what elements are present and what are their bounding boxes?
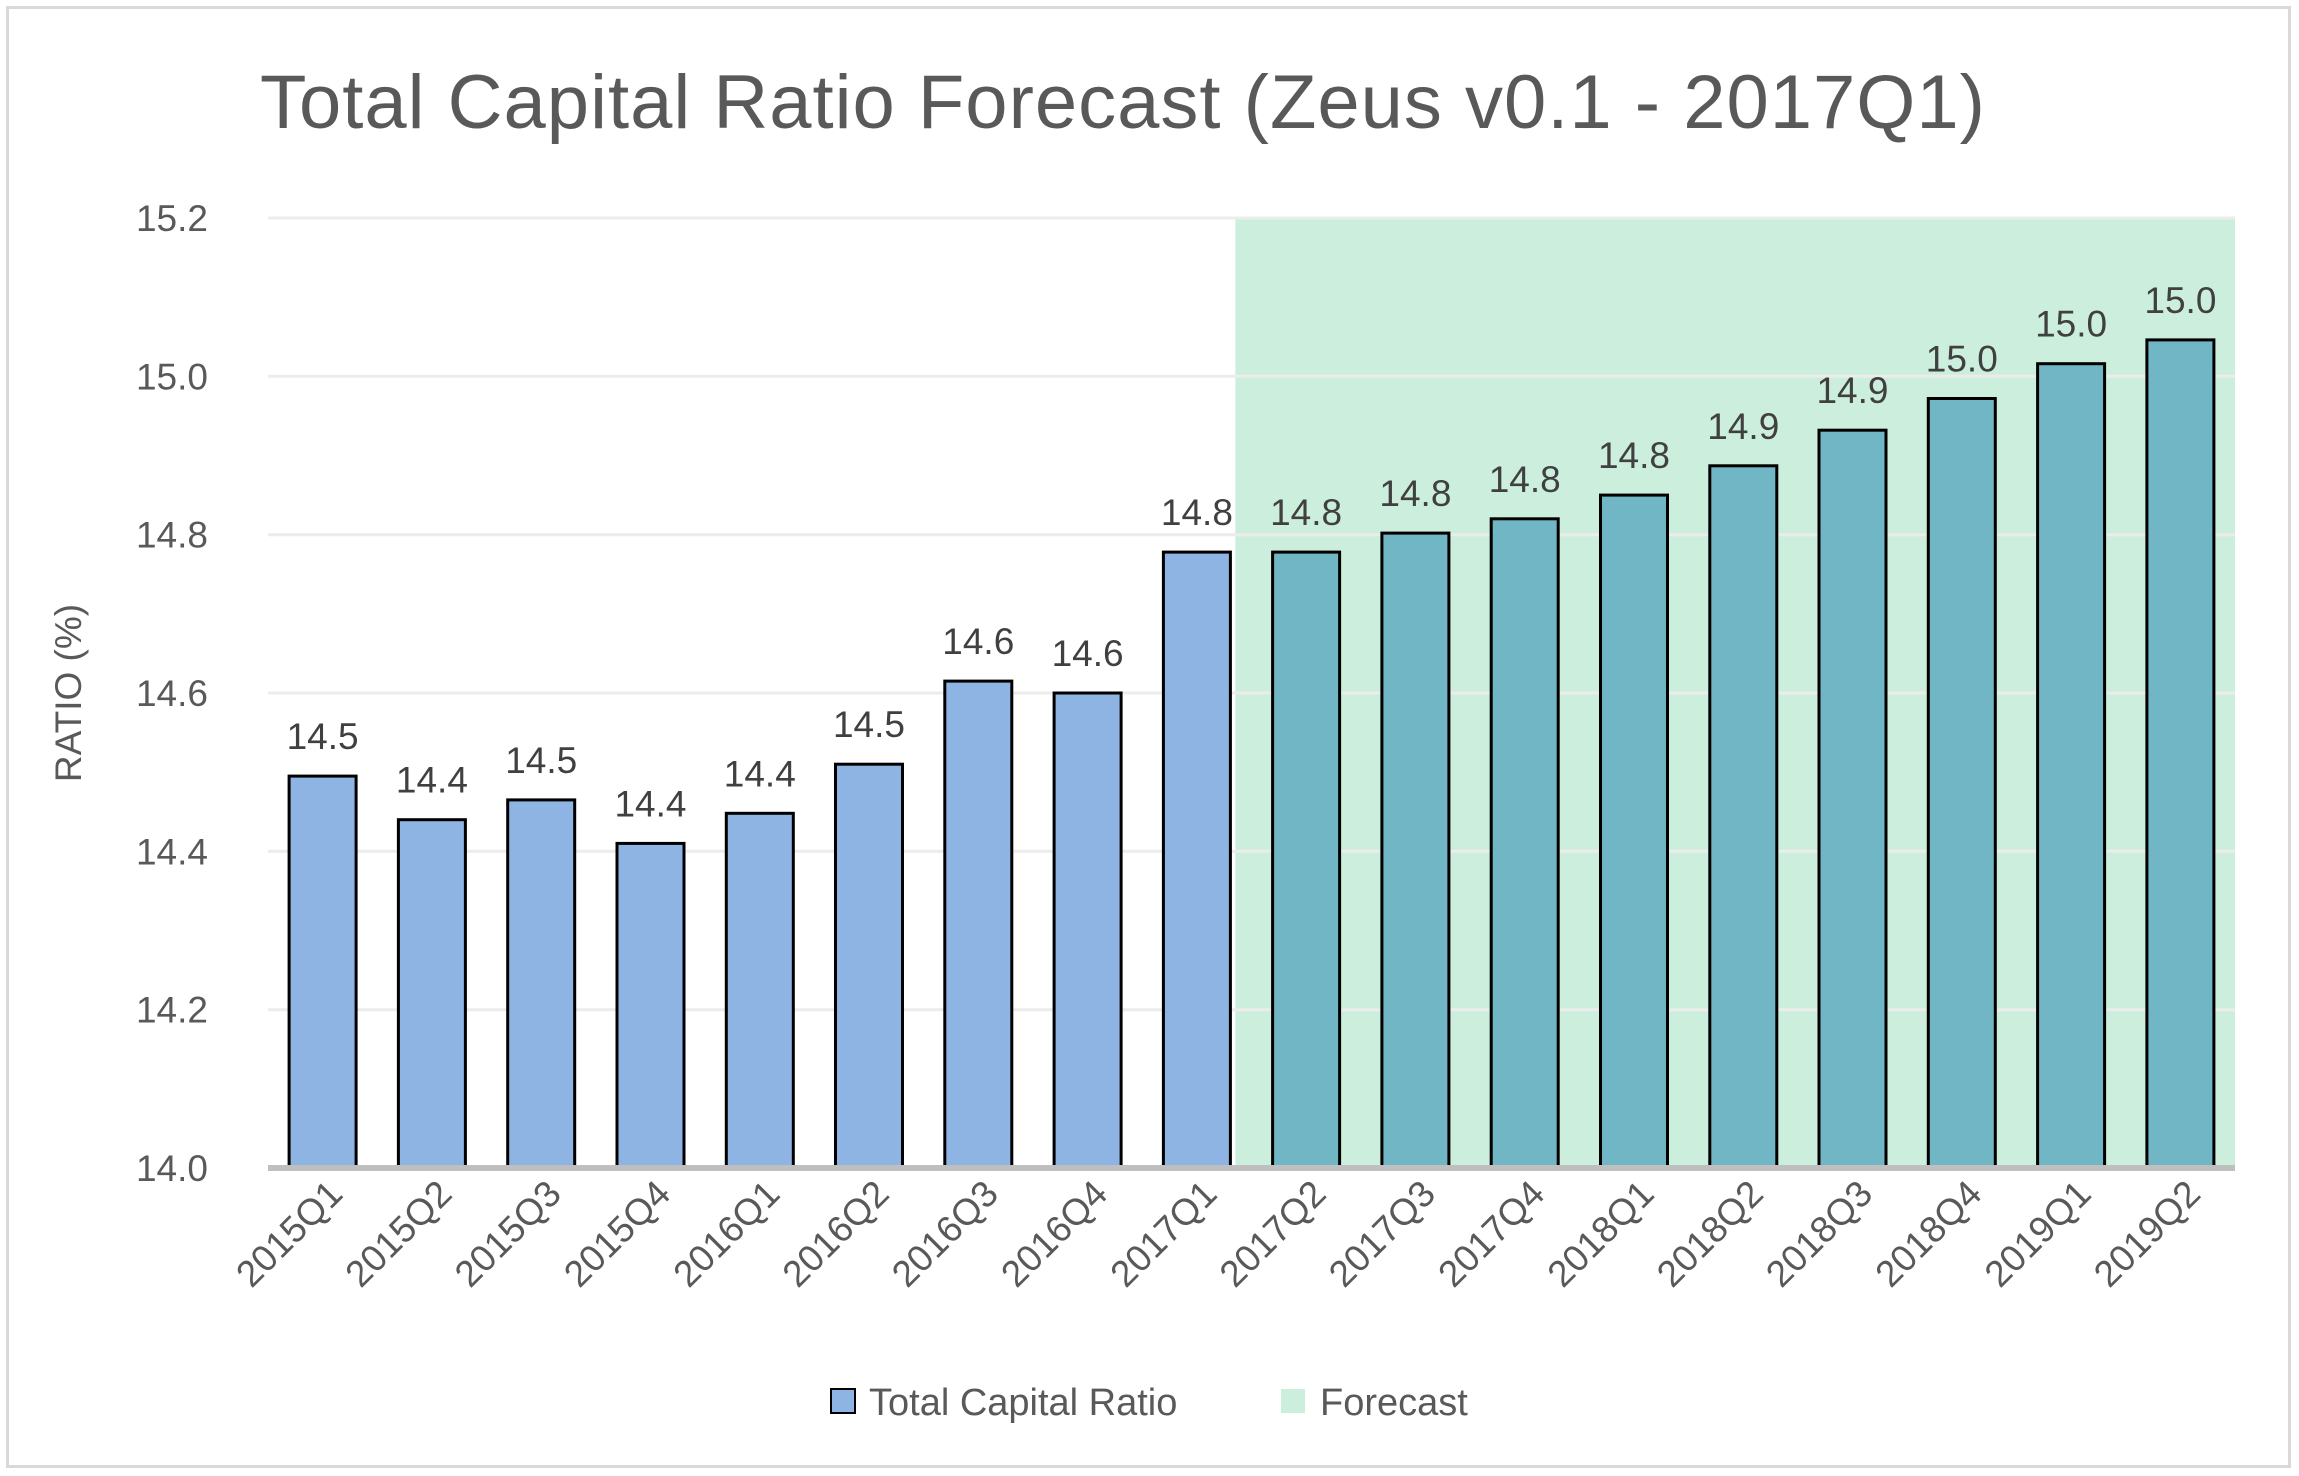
y-tick-label: 14.6 (136, 673, 208, 714)
data-label: 14.9 (1816, 370, 1888, 411)
x-tick-label: 2018Q1 (1540, 1173, 1662, 1295)
data-label: 15.0 (2144, 280, 2216, 321)
y-tick-label: 14.8 (136, 515, 208, 556)
data-label: 14.6 (1052, 633, 1124, 674)
chart-title: Total Capital Ratio Forecast (Zeus v0.1 … (260, 60, 1986, 145)
data-label: 14.4 (396, 760, 468, 801)
bar (1380, 531, 1451, 1170)
y-axis-title: RATIO (%) (48, 604, 89, 782)
bar (396, 818, 467, 1170)
x-tick-label: 2016Q2 (775, 1173, 897, 1295)
bar (724, 811, 795, 1170)
data-labels: 14.5 14.4 14.5 14.4 14.4 14.5 14.6 14.6 14.8 14.8… (287, 280, 2217, 825)
data-label: 14.6 (942, 621, 1014, 662)
x-tick-label: 2015Q1 (228, 1173, 350, 1295)
legend-label-forecast: Forecast (1320, 1382, 1468, 1424)
legend-swatch-forecast (1281, 1389, 1305, 1413)
data-label: 14.5 (505, 740, 577, 781)
bars (287, 338, 2216, 1170)
legend-swatch-series (830, 1388, 856, 1414)
x-tick-label: 2017Q2 (1212, 1173, 1334, 1295)
x-tick-label: 2016Q3 (884, 1173, 1006, 1295)
legend: Total Capital Ratio Forecast (830, 1382, 1468, 1424)
x-tick-label: 2017Q4 (1430, 1173, 1552, 1295)
bar (1817, 428, 1888, 1170)
data-label: 14.4 (724, 753, 796, 794)
y-axis-ticks: 14.0 14.2 14.4 14.6 14.8 15.0 15.2 (136, 198, 208, 1189)
data-label: 14.8 (1161, 492, 1233, 533)
bar (506, 798, 577, 1170)
y-tick-label: 14.2 (136, 990, 208, 1031)
bar (1926, 397, 1997, 1170)
bar (2036, 362, 2107, 1170)
x-tick-label: 2015Q4 (556, 1173, 678, 1295)
data-label: 14.8 (1379, 473, 1451, 514)
bar (943, 679, 1014, 1170)
gridlines (268, 216, 2235, 1012)
x-tick-label: 2016Q4 (993, 1173, 1115, 1295)
bar (2145, 338, 2216, 1170)
x-axis-ticks: 2015Q12015Q22015Q32015Q42016Q12016Q22016… (228, 1173, 2208, 1295)
bar (1489, 517, 1560, 1170)
y-tick-label: 14.0 (136, 1148, 208, 1189)
x-tick-label: 2015Q3 (447, 1173, 569, 1295)
bar (1271, 550, 1342, 1170)
x-tick-label: 2016Q1 (665, 1173, 787, 1295)
x-tick-label: 2015Q2 (337, 1173, 459, 1295)
data-label: 15.0 (1926, 339, 1998, 380)
data-label: 14.8 (1489, 459, 1561, 500)
bar (1599, 493, 1669, 1170)
x-tick-label: 2017Q1 (1102, 1173, 1224, 1295)
x-tick-label: 2018Q4 (1867, 1173, 1989, 1295)
data-label: 15.0 (2035, 304, 2107, 345)
data-label: 14.5 (833, 704, 905, 745)
bar (1708, 464, 1779, 1170)
bar (1161, 550, 1232, 1170)
bar (834, 762, 904, 1170)
x-tick-label: 2018Q2 (1649, 1173, 1771, 1295)
bar (615, 841, 686, 1170)
bar (1052, 691, 1123, 1170)
x-tick-label: 2017Q3 (1321, 1173, 1443, 1295)
x-tick-label: 2018Q3 (1758, 1173, 1880, 1295)
x-tick-label: 2019Q1 (1977, 1173, 2099, 1295)
legend-label-series: Total Capital Ratio (869, 1382, 1177, 1424)
y-tick-label: 14.4 (136, 831, 208, 872)
y-tick-label: 15.2 (136, 198, 208, 239)
y-tick-label: 15.0 (136, 356, 208, 397)
bar (287, 774, 358, 1170)
data-label: 14.8 (1270, 492, 1342, 533)
data-label: 14.8 (1598, 435, 1670, 476)
data-label: 14.4 (614, 783, 686, 824)
x-tick-label: 2019Q2 (2086, 1173, 2208, 1295)
data-label: 14.9 (1707, 406, 1779, 447)
data-label: 14.5 (287, 716, 359, 757)
